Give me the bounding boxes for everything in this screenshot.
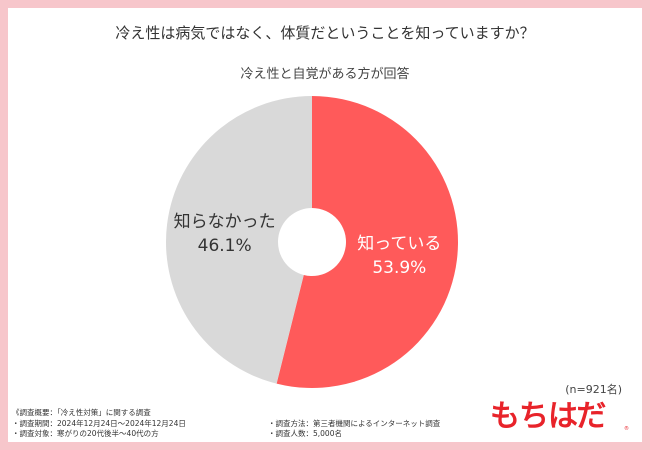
notes-overview: 《調査概要：「冷え性対策」に関する調査	[12, 408, 151, 417]
pie-slice-1	[165, 96, 312, 384]
notes-target: ・調査対象：寒がりの20代後半～40代の方	[12, 429, 159, 438]
slice-value-0: 53.9%	[372, 258, 426, 278]
survey-notes: 《調査概要：「冷え性対策」に関する調査 ・調査期間：2024年12月24日～20…	[12, 408, 462, 440]
slice-label-1: 知らなかった	[174, 212, 276, 232]
brand-logo-mark: ®	[624, 426, 629, 432]
slice-value-1: 46.1%	[198, 236, 252, 256]
pie-slice-0	[276, 96, 458, 388]
chart-subtitle: 冷え性と自覚がある方が回答	[240, 67, 410, 82]
sample-size: (n=921名)	[565, 383, 622, 396]
notes-period: ・調査期間：2024年12月24日～2024年12月24日	[12, 418, 186, 428]
notes-method: ・調査方法：第三者機関によるインターネット調査	[268, 418, 441, 428]
chart-card: 冷え性は病気ではなく、体質だということを知っていますか？ 冷え性と自覚がある方が…	[8, 8, 642, 442]
pie-chart: 知っている 53.9% 知らなかった 46.1%	[165, 96, 458, 388]
slice-label-0: 知っている	[357, 234, 441, 254]
notes-respondents: ・調査人数：5,000名	[268, 429, 342, 438]
chart-title: 冷え性は病気ではなく、体質だということを知っていますか？	[115, 24, 535, 42]
brand-logo: もちはだ	[490, 399, 606, 434]
